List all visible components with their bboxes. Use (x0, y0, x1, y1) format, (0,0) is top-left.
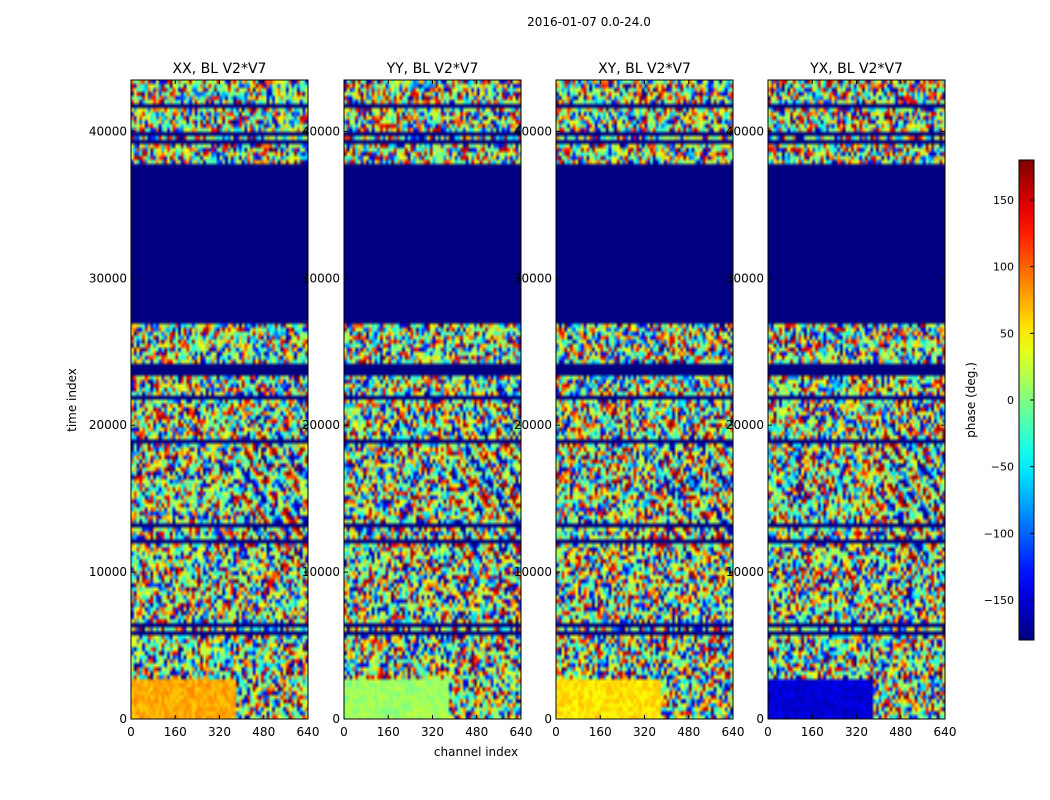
y-tick-label: 40000 (726, 124, 764, 138)
heatmap-image (344, 80, 521, 719)
y-tick-label: 30000 (89, 271, 127, 285)
y-tick-label: 40000 (514, 124, 552, 138)
heatmap-image (768, 80, 945, 719)
y-tick-label: 10000 (302, 565, 340, 579)
x-tick-label: 480 (677, 725, 700, 739)
x-tick-label: 160 (164, 725, 187, 739)
panel-4: YX, BL V2*V7 0 160 320 480 640 0 10000 20000 3000… (726, 61, 957, 739)
colorbar-tick-label: 100 (993, 261, 1014, 274)
x-tick-label: 320 (845, 725, 868, 739)
y-tick-label: 10000 (89, 565, 127, 579)
y-tick-label: 0 (332, 712, 340, 726)
x-tick-label: 640 (934, 725, 957, 739)
y-axis-label: time index (65, 368, 79, 432)
y-tick-label: 40000 (302, 124, 340, 138)
y-tick-label: 20000 (726, 418, 764, 432)
x-tick-label: 480 (889, 725, 912, 739)
heatmap-image (131, 80, 308, 719)
suptitle: 2016-01-07 0.0-24.0 (527, 15, 651, 29)
y-tick-label: 0 (119, 712, 127, 726)
x-tick-label: 160 (377, 725, 400, 739)
y-tick-label: 30000 (726, 271, 764, 285)
panel-title: YX, BL V2*V7 (809, 61, 903, 77)
colorbar-tick-label: −50 (991, 461, 1014, 474)
colorbar-tick-label: 50 (1000, 327, 1014, 340)
colorbar-tick-label: −100 (984, 527, 1014, 540)
y-tick-label: 0 (544, 712, 552, 726)
x-tick-label: 160 (801, 725, 824, 739)
x-tick-label: 640 (510, 725, 533, 739)
x-tick-label: 320 (421, 725, 444, 739)
x-tick-label: 0 (764, 725, 772, 739)
x-tick-label: 320 (208, 725, 231, 739)
x-tick-label: 480 (465, 725, 488, 739)
colorbar-tick-label: −150 (984, 594, 1014, 607)
x-tick-label: 0 (552, 725, 560, 739)
panel-1: XX, BL V2*V7 0 160 320 480 640 0 10000 20000 3000… (89, 61, 320, 739)
x-tick-label: 0 (127, 725, 135, 739)
x-tick-label: 160 (589, 725, 612, 739)
panel-title: XY, BL V2*V7 (598, 61, 691, 77)
panel-title: XX, BL V2*V7 (173, 61, 267, 77)
x-tick-label: 480 (252, 725, 275, 739)
x-tick-label: 640 (297, 725, 320, 739)
colorbar-tick-label: 150 (993, 194, 1014, 207)
x-tick-label: 320 (633, 725, 656, 739)
panels: XX, BL V2*V7 0 160 320 480 640 0 10000 20000 3000… (89, 61, 957, 739)
colorbar: 150 100 50 0 −50 −100 −150 (984, 159, 1035, 641)
y-tick-label: 10000 (514, 565, 552, 579)
y-tick-label: 20000 (302, 418, 340, 432)
panel-3: XY, BL V2*V7 0 160 320 480 640 0 10000 20000 3000… (514, 61, 745, 739)
x-axis-label: channel index (434, 745, 518, 759)
y-tick-label: 10000 (726, 565, 764, 579)
y-tick-label: 20000 (89, 418, 127, 432)
y-tick-label: 20000 (514, 418, 552, 432)
y-tick-label: 40000 (89, 124, 127, 138)
colorbar-label: phase (deg.) (964, 362, 978, 438)
colorbar-tick-label: 0 (1007, 394, 1014, 407)
x-tick-label: 640 (722, 725, 745, 739)
y-tick-label: 0 (756, 712, 764, 726)
heatmap-image (556, 80, 733, 719)
y-tick-label: 30000 (302, 271, 340, 285)
panel-2: YY, BL V2*V7 0 160 320 480 640 0 10000 20000 3000… (302, 61, 533, 739)
y-tick-label: 30000 (514, 271, 552, 285)
x-tick-label: 0 (340, 725, 348, 739)
panel-title: YY, BL V2*V7 (386, 61, 479, 77)
